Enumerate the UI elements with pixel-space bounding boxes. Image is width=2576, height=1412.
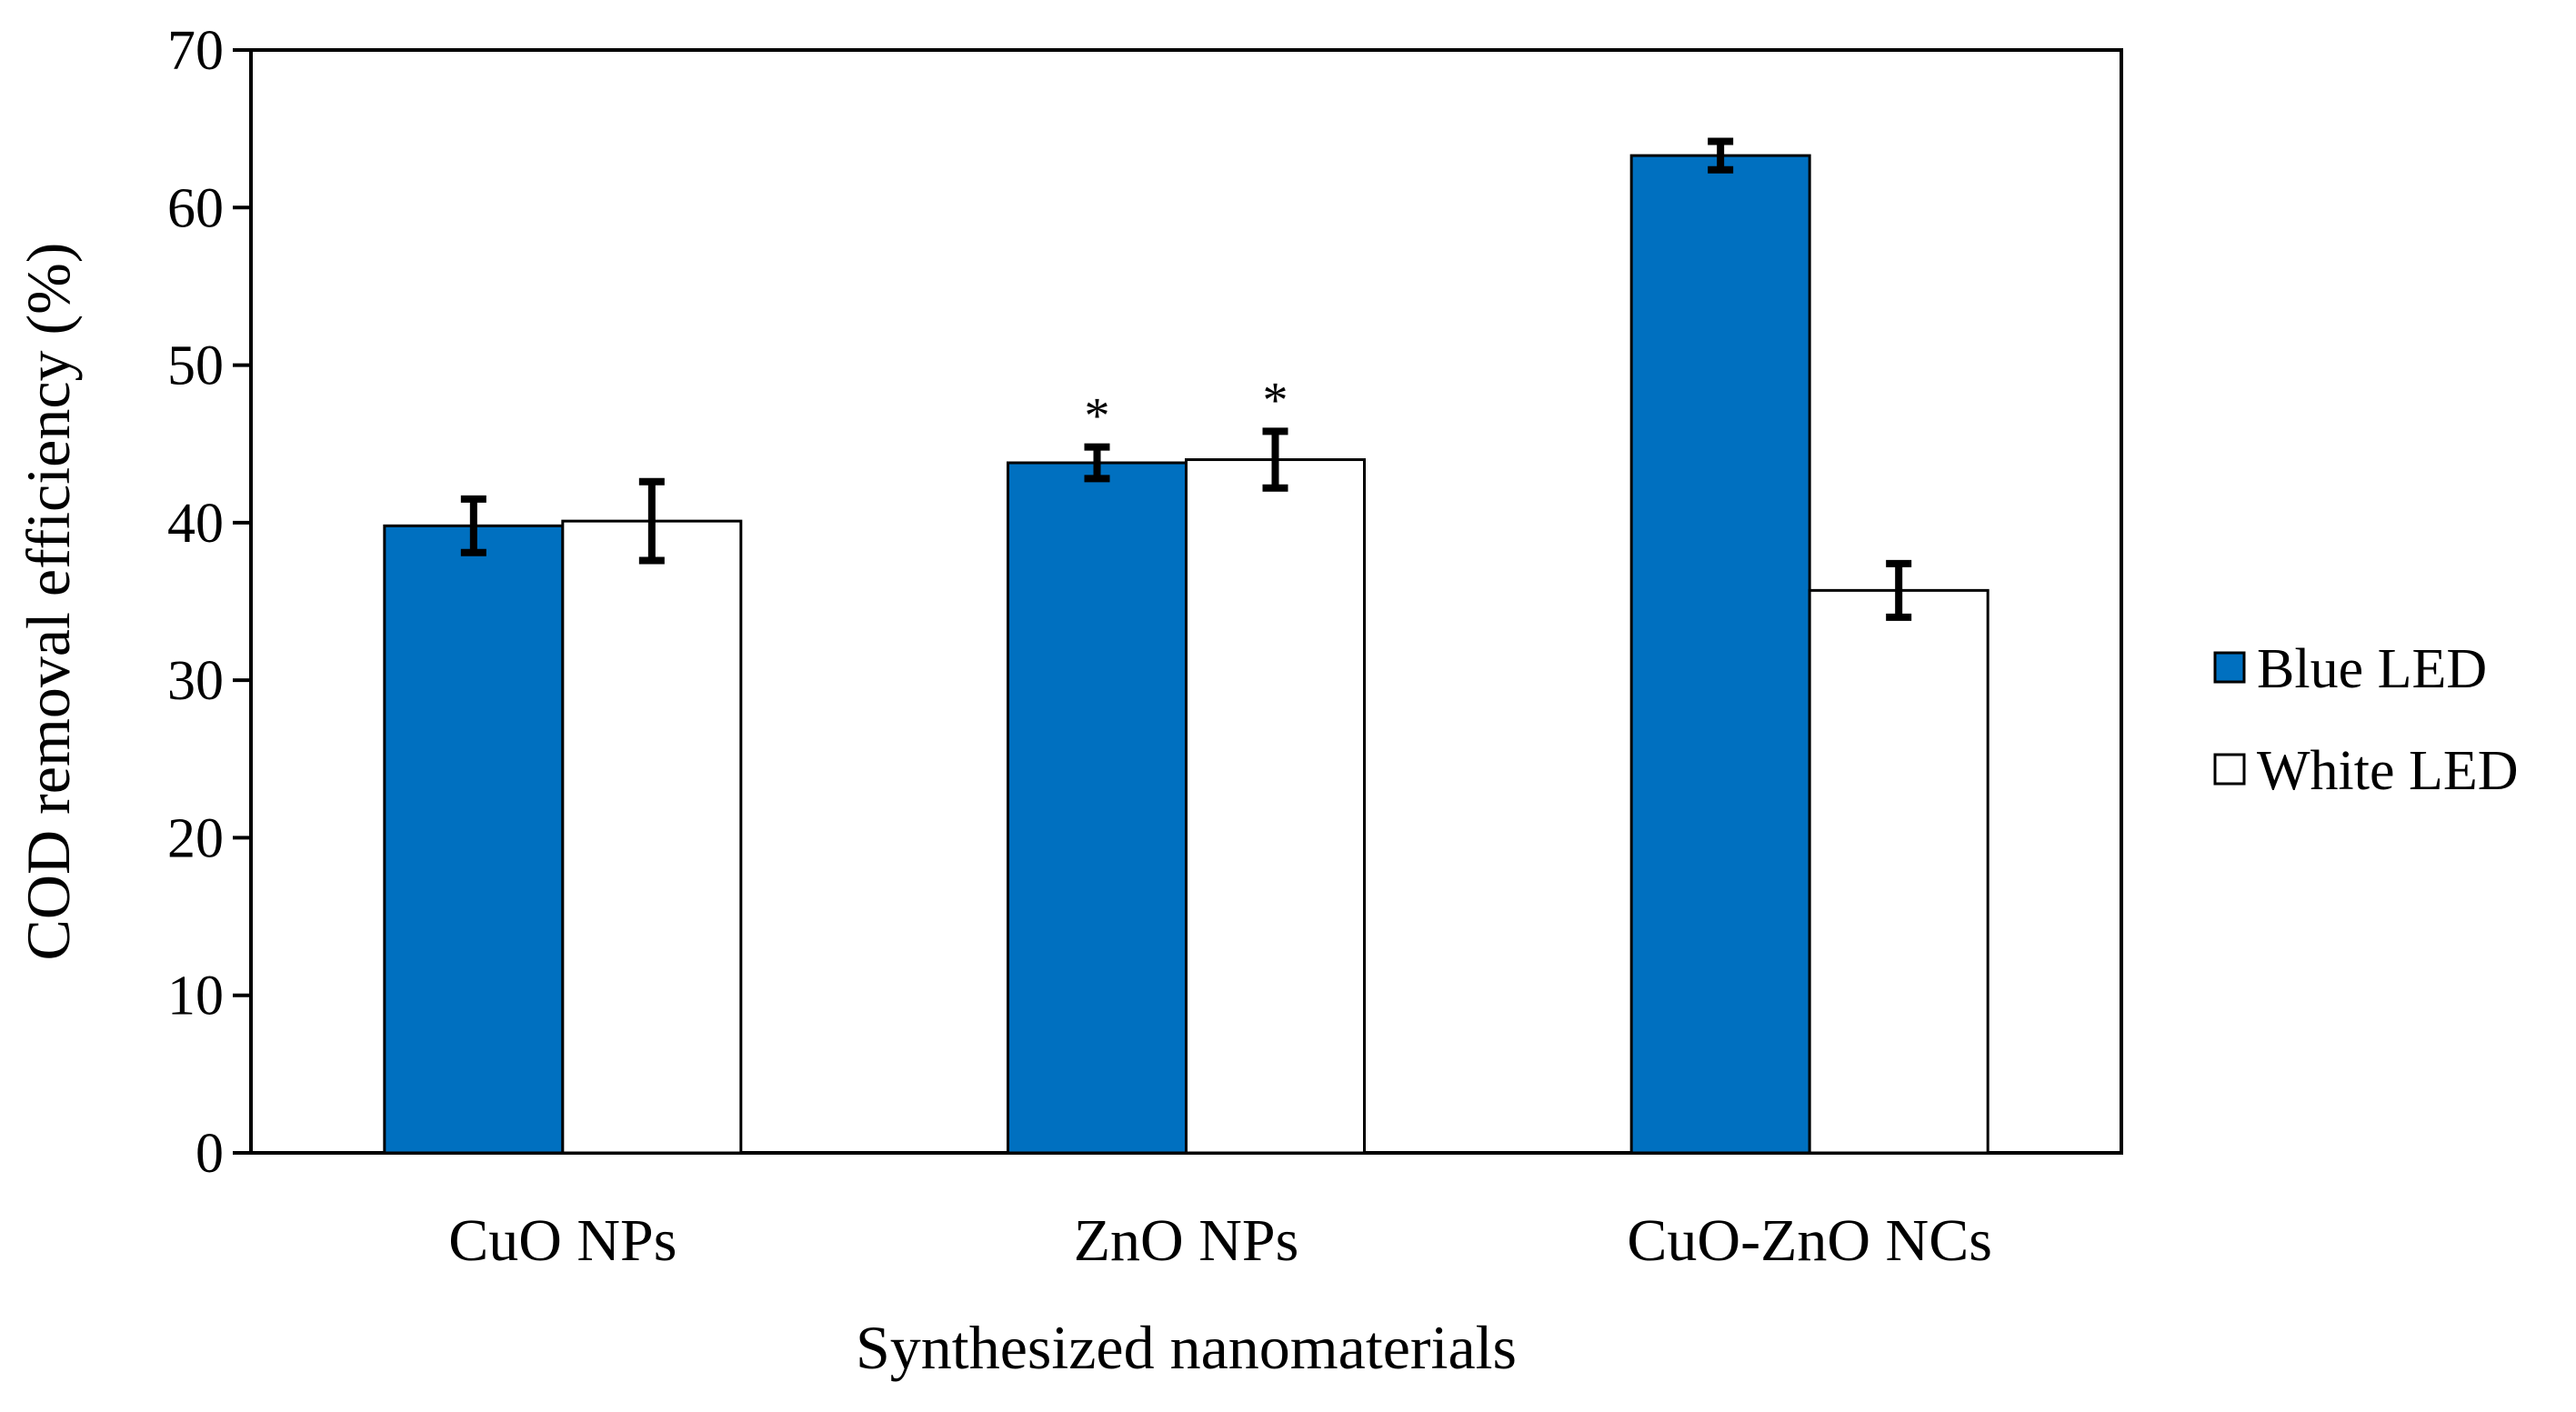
- y-tick-label: 20: [167, 807, 224, 869]
- error-bar: [1886, 559, 1912, 621]
- error-bar: [1262, 427, 1288, 492]
- bars: * *: [383, 137, 1990, 1155]
- y-tick-label: 60: [167, 177, 224, 239]
- error-bar: [638, 477, 665, 565]
- y-tick-label: 30: [167, 650, 224, 712]
- x-tick-label: ZnO NPs: [1074, 1207, 1299, 1274]
- legend-label: Blue LED: [2257, 638, 2487, 700]
- legend-item: Blue LED: [2213, 638, 2487, 700]
- legend-swatch: [2213, 753, 2246, 786]
- x-axis-title: Synthesized nanomaterials: [856, 1313, 1517, 1382]
- legend: Blue LED White LED: [2213, 638, 2519, 802]
- bar-white-led-2: [1808, 588, 1990, 1155]
- x-tick-label: CuO-ZnO NCs: [1627, 1207, 1992, 1274]
- bar-blue-led-0: [383, 524, 565, 1155]
- error-bar: [1084, 443, 1110, 483]
- y-tick-label: 70: [167, 20, 224, 82]
- legend-label: White LED: [2257, 740, 2519, 802]
- y-tick-label: 10: [167, 966, 224, 1027]
- x-axis-tick-labels: CuO NPs ZnO NPs CuO-ZnO NCs: [448, 1207, 1992, 1274]
- y-tick-label: 40: [167, 493, 224, 555]
- y-tick-label: 0: [195, 1123, 224, 1185]
- x-tick-label: CuO NPs: [448, 1207, 677, 1274]
- legend-item: White LED: [2213, 740, 2519, 802]
- bar-white-led-1: [1185, 458, 1366, 1155]
- y-axis-ticks: 0 10 20 30 40 50 60 70: [167, 20, 251, 1185]
- significance-marker: *: [1085, 388, 1110, 445]
- bar-white-led-0: [561, 519, 743, 1155]
- y-tick-label: 50: [167, 335, 224, 397]
- y-axis-title: COD removal efficiency (%): [14, 243, 83, 961]
- error-bar: [460, 495, 486, 556]
- legend-swatch: [2213, 651, 2246, 684]
- bar-blue-led-2: [1629, 154, 1811, 1155]
- error-bar: [1708, 137, 1734, 174]
- bar-blue-led-1: [1007, 461, 1188, 1155]
- significance-marker: *: [1263, 372, 1288, 428]
